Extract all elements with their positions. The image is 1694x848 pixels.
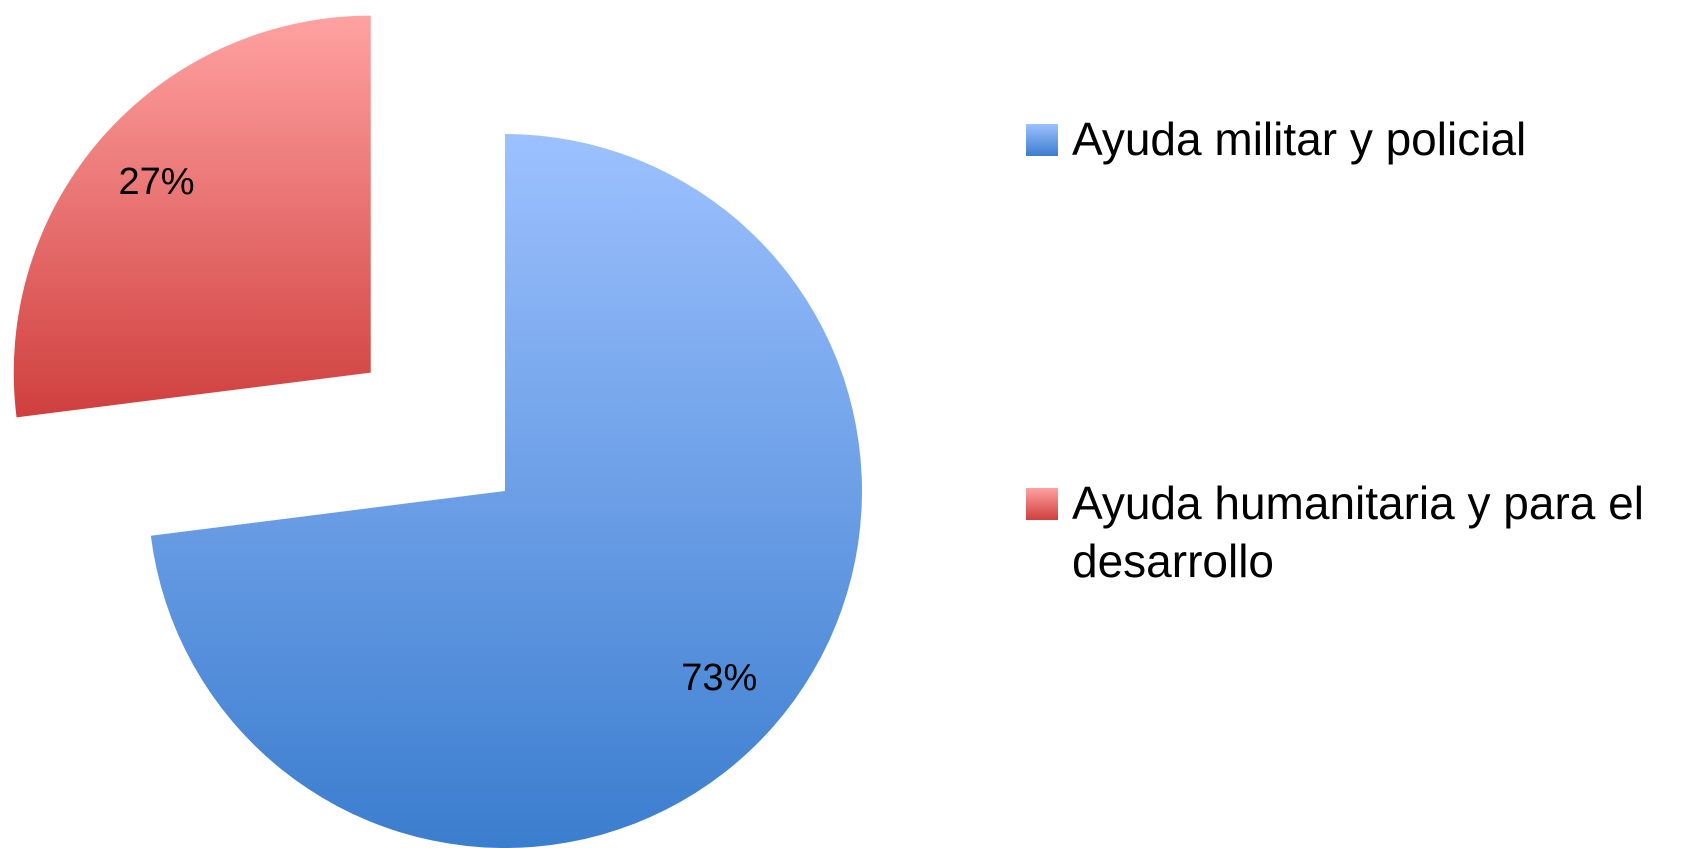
- data-label: 73%: [681, 657, 757, 699]
- legend-entry: Ayuda militar y policial: [1026, 110, 1526, 168]
- legend-swatch: [1026, 488, 1058, 520]
- legend-label: Ayuda humanitaria y para el desarrollo: [1072, 477, 1644, 587]
- legend-swatch: [1026, 124, 1058, 156]
- pie-slice: [13, 15, 371, 418]
- legend-label: Ayuda militar y policial: [1072, 113, 1527, 165]
- legend-entry: Ayuda humanitaria y para el desarrollo: [1026, 474, 1666, 590]
- pie-slice: [150, 134, 862, 848]
- data-label: 27%: [118, 161, 194, 203]
